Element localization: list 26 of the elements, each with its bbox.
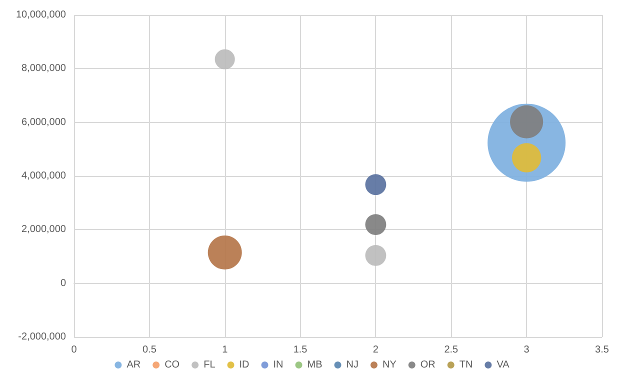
y-tick-label: -2,000,000: [18, 332, 66, 342]
y-tick-label: 8,000,000: [22, 63, 66, 74]
legend-label: OR: [420, 360, 436, 370]
y-tick-label: 0: [60, 278, 66, 289]
legend-label: TN: [459, 360, 473, 370]
x-tick-label: 3.5: [595, 344, 610, 356]
legend-label: FL: [204, 360, 216, 370]
x-tick-label: 2.5: [444, 344, 459, 356]
y-tick-label: 6,000,000: [22, 116, 66, 128]
legend-label: NJ: [346, 360, 358, 370]
x-tick-label: 0.5: [142, 344, 157, 356]
legend-label: IN: [273, 360, 284, 370]
legend-label: CO: [164, 360, 180, 370]
x-tick-label: 1: [222, 344, 228, 356]
legend-label: ID: [239, 360, 250, 370]
legend-label: NY: [382, 360, 397, 370]
y-tick-label: 2,000,000: [22, 224, 66, 236]
legend-label: VA: [496, 360, 510, 370]
y-tick-label: 4,000,000: [22, 170, 66, 182]
x-tick-label: 2: [372, 344, 379, 356]
x-tick-label: 1.5: [293, 344, 308, 356]
y-tick-label: 10,000,000: [16, 10, 66, 20]
legend-label: AR: [126, 360, 141, 370]
x-tick-label: 0: [71, 344, 78, 356]
x-tick-label: 3: [524, 344, 530, 356]
legend-label: MB: [307, 360, 323, 370]
